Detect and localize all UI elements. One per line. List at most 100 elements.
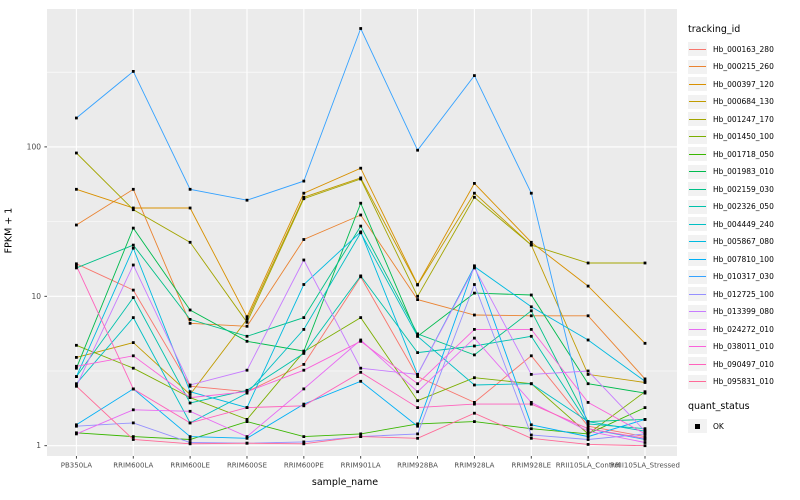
data-point	[359, 201, 363, 205]
legend-item-Hb_000215_260: Hb_000215_260	[688, 59, 800, 75]
data-point	[245, 339, 249, 343]
legend-line-swatch	[688, 112, 707, 127]
data-point	[245, 436, 249, 440]
data-point	[586, 373, 590, 376]
legend-line-swatch	[688, 269, 707, 284]
data-point	[586, 422, 590, 426]
data-point	[473, 283, 476, 286]
data-point	[75, 264, 78, 268]
data-point	[473, 353, 476, 357]
data-point	[131, 70, 135, 73]
legend-item-Hb_010317_030: Hb_010317_030	[688, 269, 800, 285]
data-point	[188, 421, 192, 425]
data-point	[359, 366, 363, 370]
data-point	[302, 191, 306, 195]
data-point	[302, 363, 306, 366]
data-point	[131, 366, 135, 370]
legend-item-label: Hb_000163_280	[713, 44, 774, 54]
data-point	[302, 349, 306, 353]
legend-item-Hb_001983_010: Hb_001983_010	[688, 164, 800, 180]
data-point	[75, 384, 78, 388]
x-tick-label: RRIM928BA	[397, 462, 438, 470]
legend-item-Hb_000684_130: Hb_000684_130	[688, 94, 800, 110]
legend-line-swatch	[688, 94, 707, 109]
legend-item-Hb_090497_010: Hb_090497_010	[688, 357, 800, 372]
data-point	[529, 334, 533, 338]
data-point	[359, 339, 363, 343]
legend-item-label: Hb_090497_010	[713, 359, 774, 369]
legend-item-label: Hb_001247_170	[713, 114, 774, 124]
data-point	[359, 316, 363, 319]
legend-line-swatch	[688, 77, 707, 92]
data-point	[188, 435, 192, 438]
data-point	[643, 261, 647, 265]
data-point	[188, 383, 192, 387]
legend-item-label: Hb_095831_010	[713, 377, 774, 387]
data-point	[359, 230, 363, 234]
data-point	[529, 436, 533, 440]
legend-line-swatch	[688, 322, 707, 337]
data-point	[586, 369, 590, 373]
data-point	[245, 420, 249, 423]
legend-item-Hb_095831_010: Hb_095831_010	[688, 374, 800, 390]
legend-line-swatch	[688, 252, 707, 267]
data-point	[586, 284, 590, 288]
x-tick-label: RRIM928LE	[512, 462, 552, 470]
data-point	[473, 344, 476, 348]
legend-item-Hb_005867_080: Hb_005867_080	[688, 234, 800, 250]
data-point	[188, 409, 192, 413]
data-point	[75, 366, 78, 370]
data-point	[586, 314, 590, 318]
legend-item-Hb_000397_120: Hb_000397_120	[688, 77, 800, 92]
data-point	[75, 187, 78, 191]
data-point	[75, 223, 78, 227]
data-point	[359, 166, 363, 170]
data-point	[473, 182, 476, 185]
data-point	[359, 432, 363, 436]
data-point	[416, 382, 419, 386]
legend-item-Hb_001450_100: Hb_001450_100	[688, 129, 800, 145]
legend-item-label: Hb_001718_050	[713, 149, 774, 159]
data-point	[75, 266, 78, 270]
data-point	[302, 352, 306, 355]
data-point	[643, 429, 647, 433]
data-point	[473, 383, 476, 387]
data-point	[586, 429, 590, 433]
data-point	[131, 226, 135, 230]
legend-item-Hb_038011_010: Hb_038011_010	[688, 339, 800, 355]
data-point	[131, 296, 135, 299]
legend-item-label: Hb_002159_030	[713, 184, 774, 194]
legend-item-Hb_012725_100: Hb_012725_100	[688, 287, 800, 302]
legend-line-swatch	[688, 357, 707, 372]
legend-quant-status-block: quant_status OK	[688, 401, 800, 434]
data-point	[75, 356, 78, 359]
data-point	[586, 420, 590, 423]
data-point	[131, 421, 135, 425]
legend-item-label: Hb_005867_080	[713, 237, 774, 247]
legend-item-label: Hb_002326_050	[713, 202, 774, 212]
data-point	[359, 213, 363, 217]
data-point	[473, 420, 476, 423]
legend-line-swatch	[688, 129, 707, 144]
data-point	[473, 336, 476, 340]
data-point	[188, 206, 192, 210]
data-point	[643, 406, 647, 409]
legend-item-label: Hb_000397_120	[713, 79, 774, 89]
legend-item-Hb_002326_050: Hb_002326_050	[688, 199, 800, 215]
data-point	[586, 401, 590, 404]
data-point	[188, 401, 192, 405]
data-point	[245, 318, 249, 321]
data-point	[473, 313, 476, 317]
legend-item-Hb_001718_050: Hb_001718_050	[688, 147, 800, 162]
data-point	[359, 435, 363, 438]
data-point	[131, 316, 135, 319]
data-point	[586, 338, 590, 342]
data-point	[529, 427, 533, 431]
data-point	[359, 177, 363, 181]
data-point	[188, 442, 192, 446]
data-point	[416, 422, 419, 426]
data-point	[416, 373, 419, 376]
data-point	[529, 191, 533, 195]
